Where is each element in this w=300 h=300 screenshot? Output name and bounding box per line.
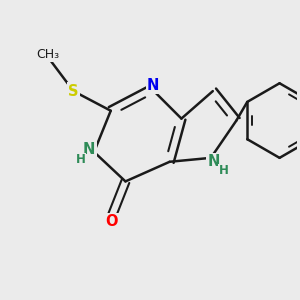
Text: CH₃: CH₃ bbox=[36, 48, 59, 61]
Text: N: N bbox=[147, 78, 159, 93]
Text: H: H bbox=[75, 153, 85, 166]
Text: H: H bbox=[219, 164, 229, 177]
Text: N: N bbox=[83, 142, 95, 158]
Text: S: S bbox=[68, 84, 79, 99]
Text: O: O bbox=[106, 214, 118, 229]
Text: N: N bbox=[208, 154, 220, 169]
